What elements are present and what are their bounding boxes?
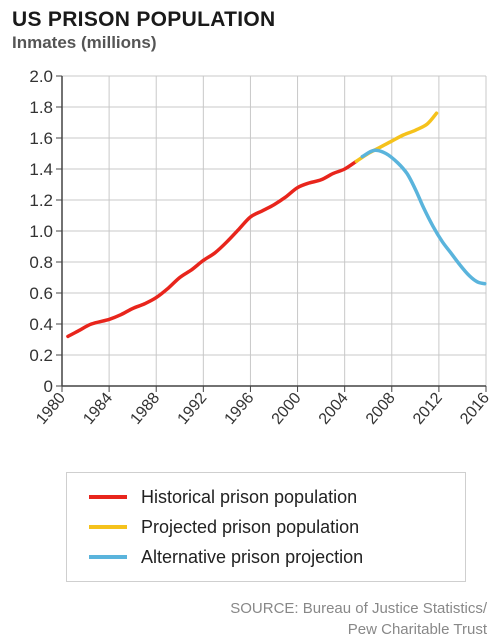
y-tick-label-4: 0.8	[29, 253, 53, 272]
y-tick-label-2: 0.4	[29, 315, 53, 334]
y-tick-label-8: 1.6	[29, 129, 53, 148]
legend-label-alternative: Alternative prison projection	[141, 546, 364, 567]
chart-title: US PRISON POPULATION	[12, 8, 276, 31]
x-tick-label-0: 1980	[33, 390, 69, 428]
series-line-alternative-prison-projection	[360, 148, 487, 286]
x-tick-label-9: 2016	[457, 390, 493, 428]
source-line-1: SOURCE: Bureau of Justice Statistics/	[230, 600, 487, 617]
x-tick-label-5: 2000	[269, 390, 305, 428]
x-tick-label-3: 1992	[174, 390, 210, 428]
chart-legend: Historical prison population Projected p…	[66, 472, 466, 582]
y-tick-label-7: 1.4	[29, 160, 53, 179]
legend-label-projected: Projected prison population	[141, 516, 360, 537]
x-tick-label-2: 1988	[127, 390, 163, 428]
legend-swatch-historical	[89, 495, 127, 499]
legend-swatch-projected	[89, 525, 127, 529]
y-tick-label-1: 0.2	[29, 346, 53, 365]
source-line-2: Pew Charitable Trust	[347, 621, 487, 638]
x-tick-label-8: 2012	[410, 390, 446, 428]
legend-item-projected: Projected prison population	[89, 515, 359, 539]
source-note: SOURCE: Bureau of Justice Statistics/ Pe…	[67, 598, 487, 640]
chart-subtitle: Inmates (millions)	[12, 33, 157, 52]
y-tick-label-0: 0	[44, 377, 53, 396]
x-tick-label-7: 2008	[363, 390, 399, 428]
legend-item-historical: Historical prison population	[89, 485, 357, 509]
y-tick-label-10: 2.0	[29, 67, 53, 86]
y-tick-label-9: 1.8	[29, 98, 53, 117]
line-chart: 0 0.2 0.4 0.6 0.8 1.0 1.2 1.4 1.6 1.8 2.0 1980 1984 1…	[29, 67, 493, 428]
y-tick-label-3: 0.6	[29, 284, 53, 303]
y-tick-label-5: 1.0	[29, 222, 53, 241]
y-tick-label-6: 1.2	[29, 191, 53, 210]
series-line-historical-prison-population	[66, 159, 359, 339]
x-tick-label-1: 1984	[80, 390, 116, 428]
x-tick-label-4: 1996	[222, 390, 258, 428]
x-tick-label-6: 2004	[316, 390, 352, 428]
legend-item-alternative: Alternative prison projection	[89, 545, 363, 569]
legend-label-historical: Historical prison population	[141, 486, 358, 507]
legend-swatch-alternative	[89, 555, 127, 559]
